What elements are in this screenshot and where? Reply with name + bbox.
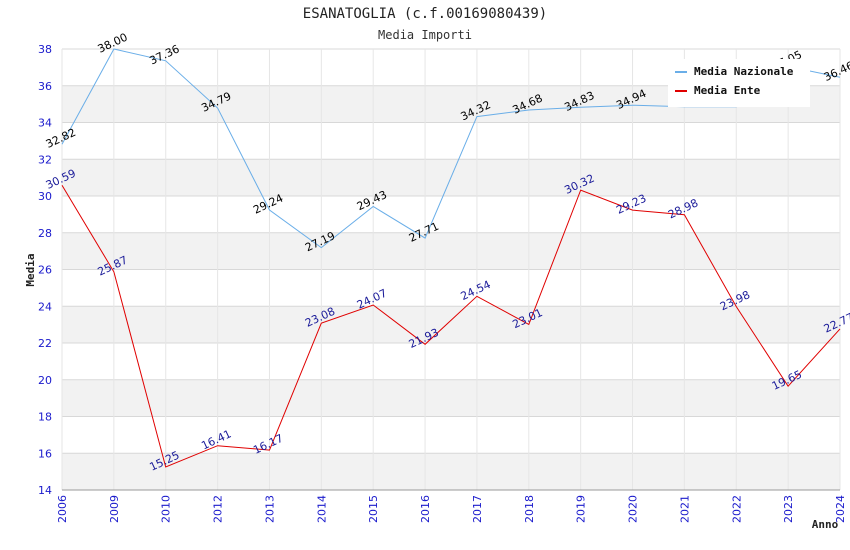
x-tick-label: 2016 — [419, 495, 432, 523]
x-tick-label: 2006 — [56, 495, 69, 523]
y-tick-label: 16 — [38, 447, 52, 460]
x-tick-label: 2022 — [730, 495, 743, 523]
y-tick-label: 26 — [38, 264, 52, 277]
y-tick-label: 20 — [38, 374, 52, 387]
x-tick-label: 2021 — [678, 495, 691, 523]
y-tick-label: 36 — [38, 80, 52, 93]
x-tick-label: 2018 — [523, 495, 536, 523]
y-tick-label: 38 — [38, 43, 52, 56]
x-tick-label: 2019 — [575, 495, 588, 523]
x-tick-label: 2015 — [367, 495, 380, 523]
legend: Media Nazionale Media Ente — [668, 59, 810, 107]
x-tick-label: 2013 — [263, 495, 276, 523]
grid-band — [62, 379, 840, 417]
grid-band — [62, 306, 840, 343]
y-tick-label: 28 — [38, 227, 52, 240]
legend-label-media-nazionale: Media Nazionale — [694, 65, 794, 78]
y-tick-label: 32 — [38, 153, 52, 166]
x-tick-label: 2023 — [782, 495, 795, 523]
y-tick-label: 30 — [38, 190, 52, 203]
y-axis-label: Media — [24, 253, 37, 286]
x-tick-label: 2024 — [834, 495, 847, 523]
y-tick-label: 34 — [38, 117, 52, 130]
y-tick-label: 18 — [38, 411, 52, 424]
x-tick-label: 2020 — [627, 495, 640, 523]
x-tick-label: 2010 — [160, 495, 173, 523]
x-tick-label: 2014 — [315, 495, 328, 523]
y-tick-label: 22 — [38, 337, 52, 350]
y-tick-label: 14 — [38, 484, 52, 497]
x-tick-label: 2012 — [212, 495, 225, 523]
x-axis-label: Anno — [812, 518, 839, 531]
y-axis-ticks: 14 16 18 20 22 24 26 28 30 32 34 36 38 — [38, 43, 52, 497]
grid-lines — [61, 48, 841, 491]
chart-subtitle: Media Importi — [378, 28, 472, 42]
x-tick-label: 2017 — [471, 495, 484, 523]
legend-label-media-ente: Media Ente — [694, 84, 761, 97]
grid-band — [62, 453, 840, 490]
grid-band — [62, 232, 840, 270]
chart-title: ESANATOGLIA (c.f.00169080439) — [303, 6, 547, 22]
series-line-media-ente — [61, 184, 841, 468]
legend-box — [668, 59, 810, 107]
x-axis-ticks: 2006 2009 2010 2012 2013 2014 2015 2016 2017 2018… — [56, 495, 847, 523]
x-tick-label: 2009 — [108, 495, 121, 523]
y-tick-label: 24 — [38, 300, 52, 313]
